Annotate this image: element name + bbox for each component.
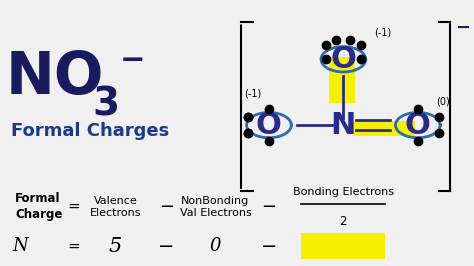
Text: Valence
Electrons: Valence Electrons [90, 196, 141, 218]
Bar [301, 233, 385, 259]
Text: −: − [120, 46, 146, 75]
Text: O: O [330, 45, 356, 74]
Text: −: − [455, 19, 470, 36]
Text: =: = [67, 199, 80, 214]
Text: 0: 0 [210, 237, 221, 255]
Text: (0): (0) [437, 96, 450, 106]
Text: Bonding Electrons: Bonding Electrons [293, 187, 394, 197]
Text: −: − [158, 237, 175, 256]
Text: 3: 3 [92, 86, 119, 124]
Text: (-1): (-1) [374, 28, 392, 38]
Text: N: N [12, 237, 28, 255]
Text: N: N [331, 111, 356, 140]
Text: −: − [261, 198, 276, 216]
Text: Formal
Charge: Formal Charge [15, 192, 63, 221]
FancyBboxPatch shape [329, 57, 355, 103]
Text: NO: NO [6, 49, 104, 106]
Text: −: − [159, 198, 174, 216]
Text: NonBonding
Val Electrons: NonBonding Val Electrons [180, 196, 251, 218]
FancyBboxPatch shape [353, 121, 416, 136]
Text: 5: 5 [109, 237, 122, 256]
Text: O: O [256, 111, 282, 140]
Text: O: O [405, 111, 431, 140]
Text: Formal Charges: Formal Charges [11, 122, 169, 140]
Text: (-1): (-1) [244, 89, 261, 98]
Text: −: − [261, 237, 277, 256]
Text: 2: 2 [339, 215, 347, 228]
Text: =: = [67, 239, 80, 254]
